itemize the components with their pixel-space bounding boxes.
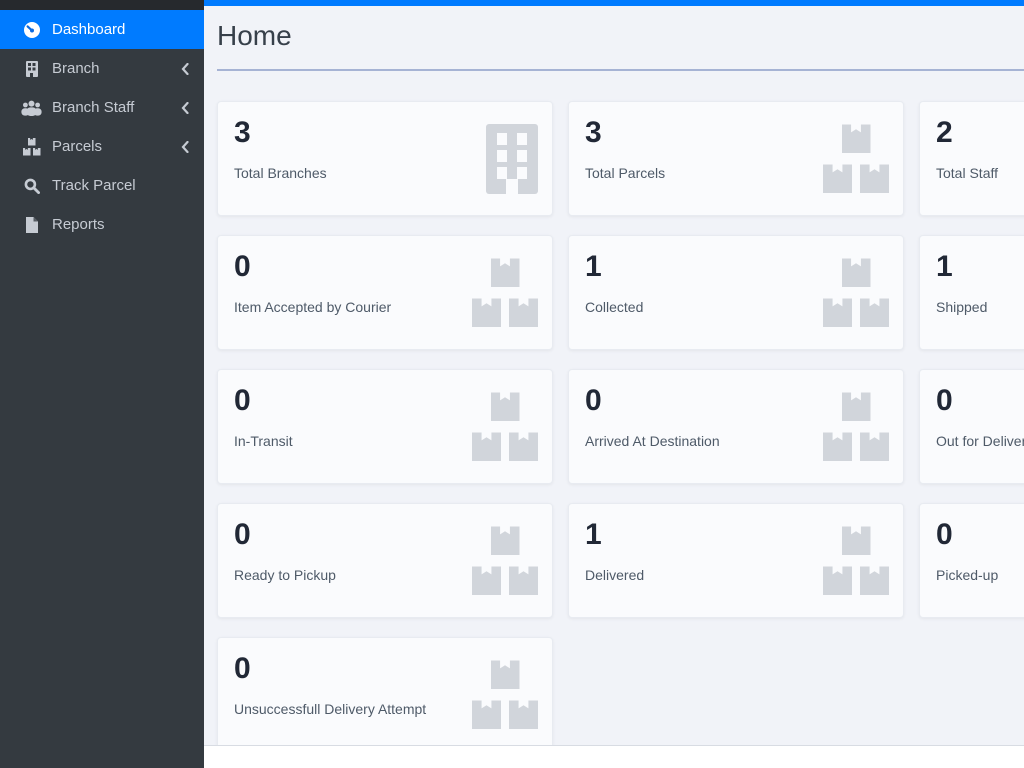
boxes-icon bbox=[472, 526, 538, 595]
stat-card-out-for-delivery: 0 Out for Delivery bbox=[919, 369, 1024, 484]
building-icon bbox=[486, 123, 538, 194]
sidebar-item-label: Branch bbox=[52, 60, 100, 77]
stat-value: 0 bbox=[234, 384, 251, 417]
stat-value: 0 bbox=[234, 652, 251, 685]
stat-label: In-Transit bbox=[234, 433, 293, 449]
stat-card-total-staff: 2 Total Staff bbox=[919, 101, 1024, 216]
stat-label: Collected bbox=[585, 299, 644, 315]
sidebar-item-label: Branch Staff bbox=[52, 99, 135, 116]
stat-label: Total Branches bbox=[234, 165, 327, 181]
boxes-icon bbox=[472, 258, 538, 327]
header-divider bbox=[217, 69, 1024, 71]
boxes-icon bbox=[20, 137, 43, 156]
stat-value: 0 bbox=[936, 518, 953, 551]
stat-value: 3 bbox=[234, 116, 251, 149]
boxes-icon bbox=[472, 660, 538, 729]
stat-card-unsuccessfull-delivery-attempt: 0 Unsuccessfull Delivery Attempt bbox=[217, 637, 553, 752]
stat-card-arrived-at-destination: 0 Arrived At Destination bbox=[568, 369, 904, 484]
stat-label: Item Accepted by Courier bbox=[234, 299, 392, 315]
chevron-left-icon bbox=[181, 62, 189, 75]
sidebar-item-branch-staff[interactable]: Branch Staff bbox=[0, 88, 204, 127]
stat-card-shipped: 1 Shipped bbox=[919, 235, 1024, 350]
boxes-icon bbox=[823, 258, 889, 327]
sidebar-item-branch[interactable]: Branch bbox=[0, 49, 204, 88]
stat-value: 0 bbox=[936, 384, 953, 417]
stat-label: Total Parcels bbox=[585, 165, 666, 181]
search-icon bbox=[20, 178, 43, 194]
sidebar-item-reports[interactable]: Reports bbox=[0, 205, 204, 244]
chevron-left-icon bbox=[181, 101, 189, 114]
stat-label: Shipped bbox=[936, 299, 988, 315]
stat-value: 3 bbox=[585, 116, 602, 149]
stat-value: 0 bbox=[585, 384, 602, 417]
stat-label: Arrived At Destination bbox=[585, 433, 720, 449]
tachometer-icon bbox=[20, 21, 43, 39]
sidebar: Dashboard Branch Branch Staff bbox=[0, 0, 204, 768]
stat-value: 0 bbox=[234, 518, 251, 551]
stat-card-in-transit: 0 In-Transit bbox=[217, 369, 553, 484]
users-icon bbox=[20, 100, 43, 116]
boxes-icon bbox=[823, 526, 889, 595]
main-content: Home 3 Total Branches 3 Total Parcels 2 … bbox=[204, 0, 1024, 768]
stat-value: 0 bbox=[234, 250, 251, 283]
stat-label: Ready to Pickup bbox=[234, 567, 336, 583]
sidebar-item-label: Track Parcel bbox=[52, 177, 136, 194]
building-icon bbox=[20, 60, 43, 77]
stat-card-collected: 1 Collected bbox=[568, 235, 904, 350]
stat-value: 2 bbox=[936, 116, 953, 149]
stat-cards-grid: 3 Total Branches 3 Total Parcels 2 Total… bbox=[217, 101, 1024, 752]
sidebar-item-label: Reports bbox=[52, 216, 105, 233]
sidebar-item-label: Parcels bbox=[52, 138, 103, 155]
stat-label: Total Staff bbox=[936, 165, 999, 181]
sidebar-item-label: Dashboard bbox=[52, 21, 126, 38]
boxes-icon bbox=[472, 392, 538, 461]
stat-label: Out for Delivery bbox=[936, 433, 1024, 449]
main-top-accent-bar bbox=[204, 0, 1024, 6]
stat-card-total-branches: 3 Total Branches bbox=[217, 101, 553, 216]
sidebar-nav: Dashboard Branch Branch Staff bbox=[0, 10, 204, 244]
footer bbox=[204, 745, 1024, 768]
stat-card-picked-up: 0 Picked-up bbox=[919, 503, 1024, 618]
stat-card-item-accepted: 0 Item Accepted by Courier bbox=[217, 235, 553, 350]
stat-value: 1 bbox=[585, 250, 602, 283]
sidebar-item-dashboard[interactable]: Dashboard bbox=[0, 10, 204, 49]
stat-label: Unsuccessfull Delivery Attempt bbox=[234, 701, 427, 717]
stat-label: Picked-up bbox=[936, 567, 999, 583]
stat-value: 1 bbox=[936, 250, 953, 283]
stat-card-total-parcels: 3 Total Parcels bbox=[568, 101, 904, 216]
stat-value: 1 bbox=[585, 518, 602, 551]
page-title: Home bbox=[217, 20, 292, 51]
stat-label: Delivered bbox=[585, 567, 645, 583]
stat-card-delivered: 1 Delivered bbox=[568, 503, 904, 618]
stat-card-ready-to-pickup: 0 Ready to Pickup bbox=[217, 503, 553, 618]
sidebar-item-parcels[interactable]: Parcels bbox=[0, 127, 204, 166]
sidebar-top-bar bbox=[0, 0, 204, 10]
chevron-left-icon bbox=[181, 140, 189, 153]
boxes-icon bbox=[823, 124, 889, 193]
file-icon bbox=[20, 216, 43, 233]
boxes-icon bbox=[823, 392, 889, 461]
sidebar-item-track-parcel[interactable]: Track Parcel bbox=[0, 166, 204, 205]
